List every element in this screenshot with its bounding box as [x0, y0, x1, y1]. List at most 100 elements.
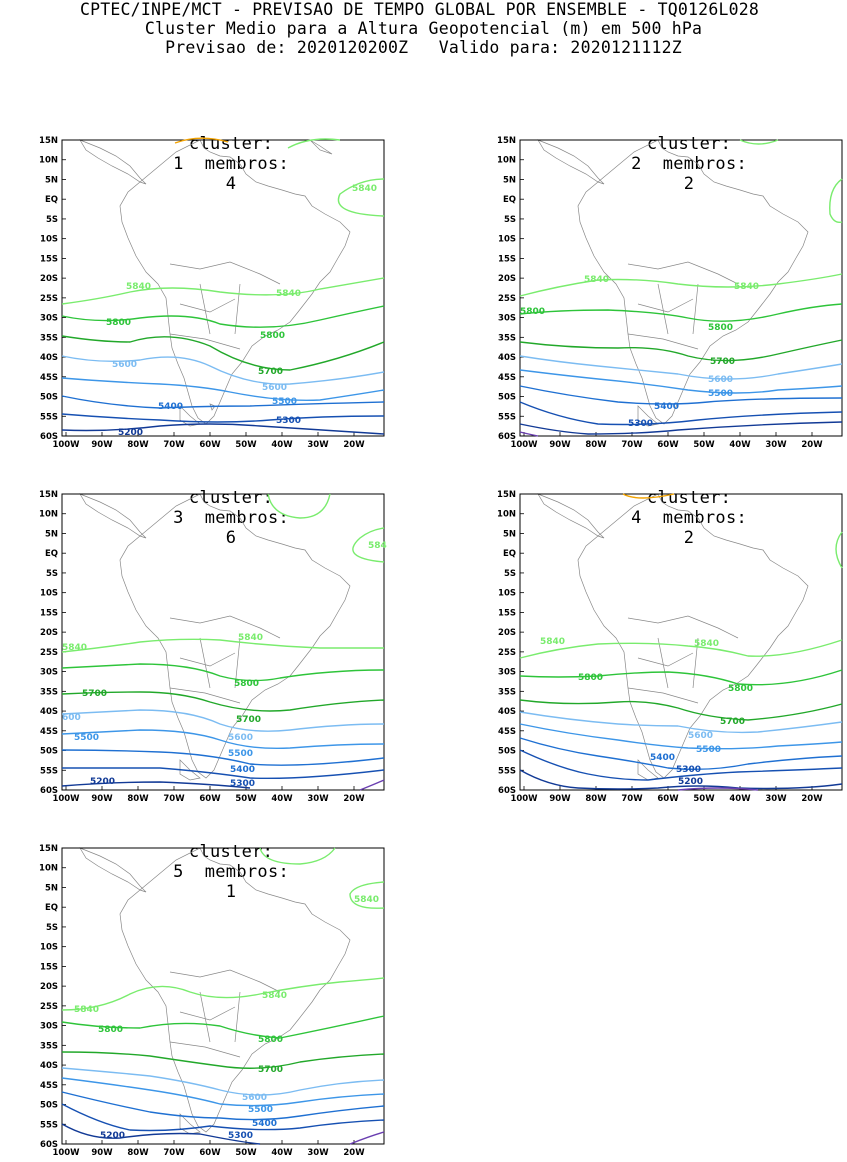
contours [519, 493, 843, 791]
members-label: membros: [662, 154, 748, 174]
contour-label: 5600 [708, 375, 733, 385]
lat-tick-label: 55S [40, 766, 58, 776]
contour-label: 600 [62, 713, 81, 723]
contour-label: 5800 [728, 684, 753, 694]
lat-tick-label: 35S [498, 333, 516, 343]
lat-tick-label: 5S [46, 923, 58, 933]
map-plot: 15N 10N 5N EQ 5S 10S 15S 20S 25S 30S 35S 40S 45S 50S 5… [497, 136, 843, 450]
lat-tick-label: 10N [39, 510, 58, 520]
members-number: 1 [225, 882, 237, 902]
contour-5800 [61, 1015, 385, 1039]
lon-tick-label: 90W [91, 1148, 113, 1158]
lat-tick-label: 35S [40, 687, 58, 697]
contour-5500 [61, 377, 385, 402]
lat-axis: 15N 10N 5N EQ 5S 10S 15S 20S 25S 30S 35S 40S 45S 50S 5… [39, 490, 66, 796]
lat-tick-label: 60S [498, 786, 516, 796]
lat-tick-label: 20S [40, 274, 58, 284]
lat-tick-label: 15N [497, 490, 516, 500]
contour-5700 [519, 339, 843, 362]
lat-tick-label: 30S [498, 314, 516, 324]
contour-5400 [61, 395, 385, 409]
lat-tick-label: 5S [46, 569, 58, 579]
map-plot: 15N 10N 5N EQ 5S 10S 15S 20S 25S 30S 35S 40S 45S 50S 5… [39, 490, 387, 804]
lat-tick-label: 10N [497, 156, 516, 166]
contour-labels: 5840 5840 5840 5800 5800 5600 5700 5600 … [106, 184, 377, 438]
lat-tick-label: 5N [45, 175, 58, 185]
lon-tick-label: 100W [52, 1148, 80, 1158]
cluster-panel-4: cluster: 4 membros: 2 15N 10N 5N EQ 5S 10S 15S… [478, 468, 847, 808]
lat-tick-label: 25S [40, 1002, 58, 1012]
contour-label: 584 [368, 541, 387, 551]
lon-tick-label: 20W [343, 794, 365, 804]
lat-tick-label: EQ [503, 549, 516, 559]
lon-axis: 100W 90W 80W 70W 60W 50W 40W 30W 20W [510, 432, 823, 450]
lat-tick-label: 35S [498, 687, 516, 697]
lat-tick-label: 50S [40, 747, 58, 757]
lat-tick-label: 15S [40, 608, 58, 618]
lon-tick-label: 30W [765, 794, 787, 804]
contour-5400 [519, 737, 843, 771]
contour-5300 [519, 401, 843, 426]
contour-5200 [61, 423, 385, 435]
contour-5400 [61, 1091, 385, 1121]
lat-tick-label: 10S [40, 235, 58, 245]
lat-tick-label: 5N [45, 529, 58, 539]
lon-tick-label: 90W [549, 794, 571, 804]
lat-tick-label: 20S [498, 628, 516, 638]
members-label: membros: [204, 154, 290, 174]
lat-tick-label: 5S [46, 215, 58, 225]
lat-tick-label: 45S [498, 727, 516, 737]
contour-5840 [519, 639, 843, 659]
contour-5300 [62, 767, 385, 780]
cluster-number: 2 [631, 154, 642, 174]
members-number: 2 [683, 528, 695, 548]
lat-tick-label: 10S [498, 235, 516, 245]
cluster-label: cluster: [646, 134, 732, 154]
cluster-panel-3: cluster: 3 membros: 6 15N 10N 5N EQ 5S 10S 15S… [20, 468, 400, 808]
contour-labels: 5840 5840 5800 5800 5700 5600 5500 5400 … [540, 637, 753, 787]
contour-label: 5700 [258, 1065, 283, 1075]
lon-tick-label: 70W [621, 794, 643, 804]
lon-tick-label: 100W [52, 794, 80, 804]
cluster-label: cluster: [188, 488, 274, 508]
contour-label: 5400 [252, 1119, 277, 1129]
lon-tick-label: 90W [549, 440, 571, 450]
lon-tick-label: 40W [271, 440, 293, 450]
lon-tick-label: 50W [235, 794, 257, 804]
lon-tick-label: 50W [693, 440, 715, 450]
contour-5840-north [259, 847, 336, 865]
lon-tick-label: 40W [271, 794, 293, 804]
contour-5840 [61, 638, 384, 653]
contour-5880 [622, 493, 675, 499]
lat-tick-label: 15S [498, 254, 516, 264]
lat-tick-label: 15S [40, 254, 58, 264]
contour-5840-east [337, 178, 385, 217]
lat-tick-label: 5N [45, 883, 58, 893]
members-number: 6 [225, 528, 237, 548]
coastline-map [79, 847, 351, 1135]
plot-frame [61, 139, 385, 437]
contour-5700 [61, 335, 385, 371]
lat-tick-label: 5S [504, 569, 516, 579]
lat-tick-label: 50S [498, 393, 516, 403]
lon-axis: 100W 90W 80W 70W 60W 50W 40W 30W 20W [52, 432, 365, 450]
lat-tick-label: EQ [45, 549, 58, 559]
lat-tick-label: EQ [503, 195, 516, 205]
lat-tick-label: 40S [40, 353, 58, 363]
lon-tick-label: 40W [729, 440, 751, 450]
coastline-map [79, 139, 351, 427]
lat-tick-label: 45S [40, 1081, 58, 1091]
contour-5840 [519, 273, 843, 297]
contour-5700 [519, 699, 843, 721]
contour-label: 5700 [236, 715, 261, 725]
lon-tick-label: 90W [91, 794, 113, 804]
lon-tick-label: 60W [657, 440, 679, 450]
contour-5500 [519, 369, 843, 394]
contour-label: 5500 [272, 397, 297, 407]
lon-axis: 100W 90W 80W 70W 60W 50W 40W 30W 20W [52, 786, 365, 804]
coastline-map [537, 493, 809, 781]
contour-5600 [519, 355, 843, 380]
lon-tick-label: 30W [307, 440, 329, 450]
contour-5840 [61, 277, 385, 305]
lat-tick-label: 15S [40, 962, 58, 972]
